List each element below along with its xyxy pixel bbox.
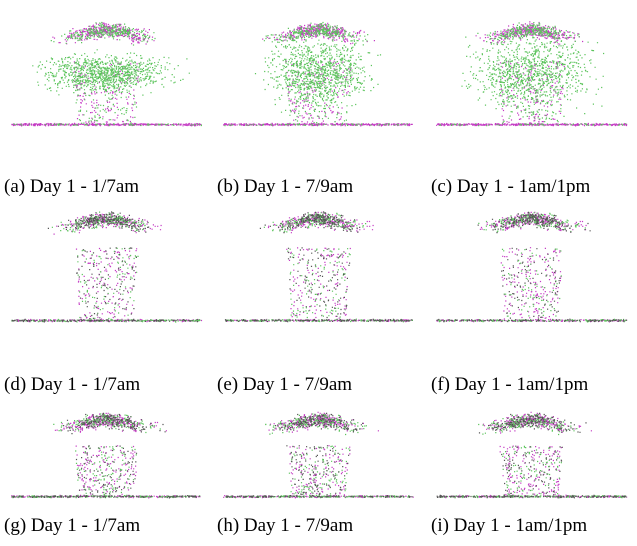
point-cloud <box>436 211 628 323</box>
caption: (g) Day 1 - 1/7am <box>4 515 141 536</box>
caption: (i) Day 1 - 1am/1pm <box>431 515 588 536</box>
points <box>436 21 628 127</box>
caption: (a) Day 1 - 1/7am <box>4 176 140 197</box>
points <box>224 21 408 127</box>
points <box>436 211 627 323</box>
caption: (d) Day 1 - 1/7am <box>4 374 141 395</box>
point-cloud <box>223 21 413 127</box>
points <box>226 412 411 498</box>
points <box>225 212 413 323</box>
caption: (h) Day 1 - 7/9am <box>217 515 354 536</box>
points <box>439 22 627 127</box>
point-cloud <box>11 211 203 323</box>
points <box>13 21 203 127</box>
point-cloud <box>224 211 413 323</box>
points <box>436 212 627 323</box>
point-cloud <box>11 21 203 127</box>
points <box>436 211 628 323</box>
caption: (b) Day 1 - 7/9am <box>217 176 354 197</box>
points <box>11 211 198 323</box>
caption: (e) Day 1 - 7/9am <box>217 374 353 395</box>
caption: (c) Day 1 - 1am/1pm <box>431 176 591 197</box>
caption: (f) Day 1 - 1am/1pm <box>431 374 589 395</box>
points <box>223 22 413 127</box>
point-cloud <box>436 411 628 499</box>
point-cloud <box>223 411 414 499</box>
point-cloud <box>11 412 201 499</box>
points <box>11 412 201 499</box>
points <box>436 412 627 499</box>
points <box>12 212 203 323</box>
point-cloud <box>436 21 628 127</box>
points <box>11 413 201 499</box>
points <box>12 412 200 499</box>
points <box>225 211 411 323</box>
